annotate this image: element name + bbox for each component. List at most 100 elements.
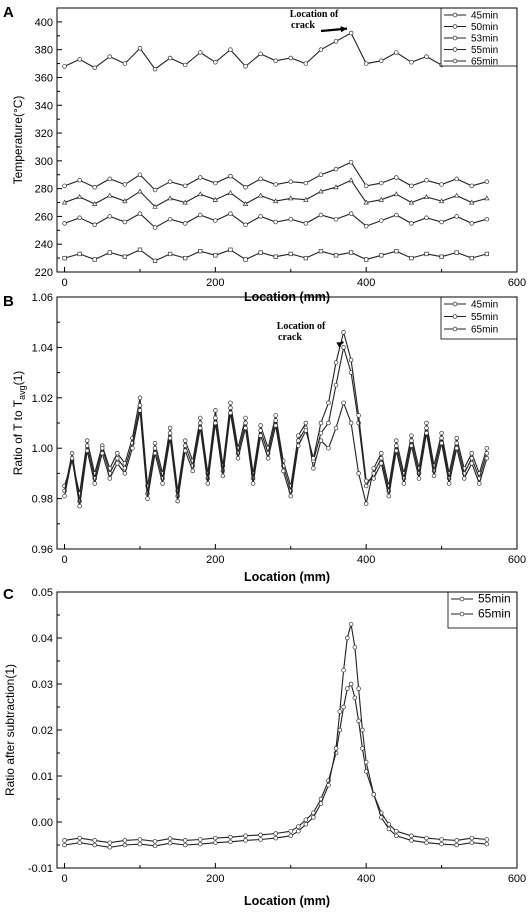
y-tick-label: 0.02: [32, 725, 53, 737]
data-point: [318, 801, 324, 806]
data-point: [258, 832, 263, 838]
data-point: [379, 180, 384, 186]
data-point: [394, 212, 399, 218]
y-tick-label: 1.00: [32, 443, 53, 455]
data-point: [137, 395, 143, 401]
data-point: [257, 192, 264, 198]
data-point: [228, 839, 233, 845]
data-point: [122, 254, 128, 259]
legend-marker: [452, 301, 458, 307]
data-point: [107, 54, 113, 59]
y-tick-label: 340: [35, 100, 53, 112]
x-tick-label: 400: [357, 554, 375, 566]
data-point: [213, 415, 218, 421]
data-point: [409, 833, 414, 839]
data-point: [303, 61, 309, 66]
x-tick-label: 600: [508, 554, 526, 566]
data-point: [424, 215, 429, 221]
data-point: [273, 219, 278, 225]
data-point: [439, 254, 444, 259]
data-point: [137, 188, 143, 194]
x-tick-label: 200: [206, 554, 224, 566]
legend-label: 65min: [471, 57, 498, 68]
data-point: [352, 644, 358, 650]
data-point: [303, 221, 309, 226]
data-point: [333, 746, 339, 751]
data-point: [167, 216, 173, 222]
data-point: [348, 681, 354, 687]
x-tick-label: 0: [61, 873, 67, 885]
data-point: [469, 456, 475, 461]
legend-marker: [452, 47, 458, 52]
data-point: [107, 192, 113, 198]
data-point: [333, 425, 339, 431]
data-point: [401, 481, 407, 486]
panel-b-ylabel-main: Ratio of T to T: [11, 399, 25, 475]
data-point: [77, 178, 82, 183]
panel-b-ylabel-suffix: (1): [11, 371, 25, 386]
panel-a-letter: A: [3, 4, 14, 21]
data-point: [152, 450, 158, 456]
data-point: [409, 438, 414, 443]
data-point: [250, 481, 256, 486]
data-point: [182, 221, 188, 226]
data-point: [152, 839, 158, 844]
data-point: [341, 667, 346, 673]
data-point: [84, 448, 90, 453]
data-point: [243, 833, 248, 839]
data-point: [198, 841, 203, 847]
data-point: [107, 176, 113, 182]
data-point: [228, 173, 233, 179]
data-point: [182, 199, 188, 205]
data-point: [303, 255, 309, 261]
data-point: [371, 476, 376, 481]
panel-c: C 0 200 400 600 -0.01 0.00 0.01 0.02 0.03 0.04 0.0…: [3, 586, 526, 908]
data-point: [167, 430, 173, 436]
data-point: [243, 425, 248, 431]
data-point: [439, 182, 444, 187]
data-point: [145, 496, 150, 501]
data-point: [122, 838, 128, 843]
data-point: [438, 198, 445, 204]
data-point: [469, 183, 475, 189]
data-point: [62, 838, 67, 843]
data-point: [122, 219, 128, 225]
data-point: [92, 842, 97, 848]
data-point: [431, 473, 437, 479]
data-point: [296, 443, 301, 448]
data-point: [258, 837, 263, 842]
x-tick-label: 400: [357, 277, 375, 289]
legend-label: 55min: [471, 312, 498, 323]
plot-frame: [56, 591, 518, 869]
data-point: [371, 792, 376, 797]
data-point: [182, 183, 188, 189]
data-point: [424, 420, 429, 426]
data-point: [92, 200, 98, 206]
data-point: [228, 47, 233, 52]
data-point: [77, 840, 82, 845]
data-point: [69, 450, 75, 456]
data-point: [228, 211, 233, 216]
data-point: [280, 468, 286, 474]
legend-marker: [459, 611, 465, 617]
data-point: [311, 815, 316, 820]
data-point: [288, 216, 294, 222]
data-point: [326, 400, 331, 406]
annotation-text: Location of: [277, 321, 326, 332]
panel-b-ylabel-sub: avg: [17, 385, 27, 400]
data-point: [318, 420, 324, 426]
legend-label: 53min: [471, 34, 498, 45]
data-point: [273, 831, 278, 836]
data-point: [409, 433, 414, 438]
data-point: [243, 420, 248, 426]
data-point: [363, 61, 369, 66]
data-point: [356, 718, 361, 724]
data-point: [258, 423, 263, 428]
data-point: [84, 438, 90, 443]
data-point: [379, 58, 384, 64]
data-point: [318, 212, 324, 218]
data-point: [318, 172, 324, 177]
data-point: [296, 433, 301, 438]
y-tick-label: 280: [35, 184, 53, 196]
